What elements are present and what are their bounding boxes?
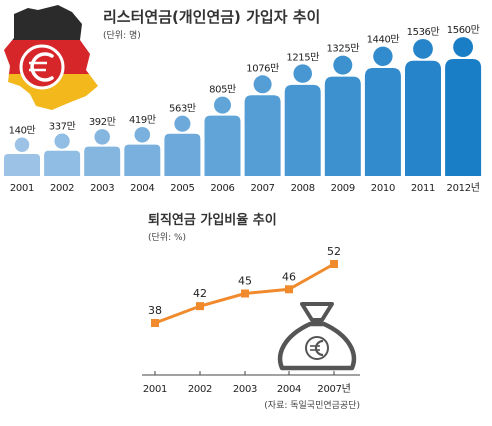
chart1-title: 리스터연금(개인연금) 가입자 추이: [103, 8, 320, 26]
x-tick-label: 2009: [331, 183, 355, 194]
x-tick-label: 2004: [130, 183, 154, 194]
chart1-unit: (단위: 명): [103, 30, 141, 41]
x-tick-label: 2007년: [317, 383, 350, 395]
chart1-bars: [4, 37, 482, 176]
bar-value-label: 1325만: [326, 43, 359, 55]
x-tick-label: 2006: [210, 183, 234, 194]
person-head: [293, 64, 312, 83]
data-point: [330, 260, 338, 268]
bar-body: [84, 146, 121, 176]
chart2-value-labels: 38 42 45 46 52: [148, 245, 341, 317]
chart1-value-labels: 140만 337만 392만 419만 563만 805만 1076만 1215만 1325만 1…: [9, 24, 480, 136]
person-head: [213, 96, 232, 114]
person-icon-bar: [284, 64, 321, 176]
x-tick-label: 2002: [50, 183, 74, 194]
person-icon-bar: [204, 96, 241, 176]
bar-body: [284, 84, 321, 176]
bar-body: [405, 60, 441, 176]
bar-body: [164, 133, 201, 176]
x-tick-label: 2011: [411, 183, 435, 194]
person-icon-bar: [364, 46, 401, 176]
person-head: [413, 39, 433, 59]
data-point: [241, 289, 249, 298]
chart2-title: 퇴직연금 가입비율 추이: [148, 212, 277, 228]
bar-body: [124, 144, 161, 176]
person-icon-bar: [244, 75, 281, 176]
bar-value-label: 805만: [209, 84, 236, 96]
x-tick-label: 2003: [90, 183, 114, 194]
bar-body: [324, 76, 361, 176]
bar-value-label: 1440만: [367, 34, 400, 46]
point-value-label: 46: [282, 270, 296, 283]
bar-value-label: 337만: [49, 120, 76, 132]
bar-value-label: 563만: [169, 103, 196, 115]
bar-value-label: 1536만: [407, 26, 440, 38]
person-icon-bar: [164, 115, 201, 176]
x-tick-label: 2012년: [447, 182, 480, 194]
person-head: [174, 115, 191, 132]
chart2-ticks: [154, 371, 335, 375]
data-point: [196, 302, 204, 311]
point-value-label: 38: [148, 304, 162, 317]
point-value-label: 52: [327, 245, 341, 258]
bar-body: [244, 95, 281, 176]
person-head: [253, 75, 272, 94]
bar-value-label: 419만: [129, 114, 156, 126]
bar-body: [445, 59, 482, 176]
x-tick-label: 2010: [371, 183, 395, 194]
x-tick-label: 2007: [250, 183, 274, 194]
person-head: [333, 55, 353, 75]
x-tick-label: 2003: [233, 384, 257, 395]
person-head: [14, 137, 30, 152]
bar-body: [44, 150, 81, 176]
euro-icon: [19, 44, 65, 90]
x-tick-label: 2001: [10, 183, 34, 194]
x-tick-label: 2004: [277, 384, 301, 395]
person-icon-bar: [4, 137, 40, 176]
bar-value-label: 1076만: [246, 62, 279, 74]
data-point: [285, 285, 293, 294]
person-head: [453, 37, 474, 57]
chart2-points: [151, 260, 338, 327]
person-icon-bar: [405, 39, 441, 176]
person-icon-bar: [124, 127, 161, 176]
x-tick-label: 2008: [291, 183, 315, 194]
chart2-unit: (단위: %): [148, 232, 186, 243]
bar-value-label: 140만: [9, 124, 36, 136]
bar-value-label: 392만: [89, 116, 116, 128]
x-tick-label: 2001: [143, 384, 167, 395]
person-head: [373, 46, 393, 66]
bar-value-label: 1560만: [447, 24, 480, 36]
bar-body: [204, 115, 241, 176]
person-icon-bar: [324, 55, 361, 176]
bar-body: [4, 154, 40, 176]
data-point: [151, 319, 159, 327]
x-tick-label: 2002: [188, 384, 212, 395]
person-head: [134, 127, 151, 143]
bar-value-label: 1215만: [286, 51, 319, 63]
germany-flag-map-icon: [4, 5, 98, 110]
bar-body: [364, 68, 401, 176]
person-icon-bar: [44, 133, 81, 176]
point-value-label: 42: [193, 287, 207, 300]
chart2-year-labels: 2001 2002 2003 2004 2007년: [143, 383, 351, 395]
person-icon-bar: [445, 37, 482, 176]
x-tick-label: 2005: [170, 183, 194, 194]
person-head: [54, 133, 70, 149]
euro-money-bag-icon: [277, 302, 357, 371]
person-icon-bar: [84, 129, 121, 176]
chart1-year-labels: 2001 2002 2003 2004 2005 2006 2007 2008 2009 2010…: [10, 182, 480, 194]
person-head: [94, 129, 110, 145]
point-value-label: 45: [238, 275, 252, 288]
source-note: (자료: 독일국민연금공단): [264, 400, 360, 411]
